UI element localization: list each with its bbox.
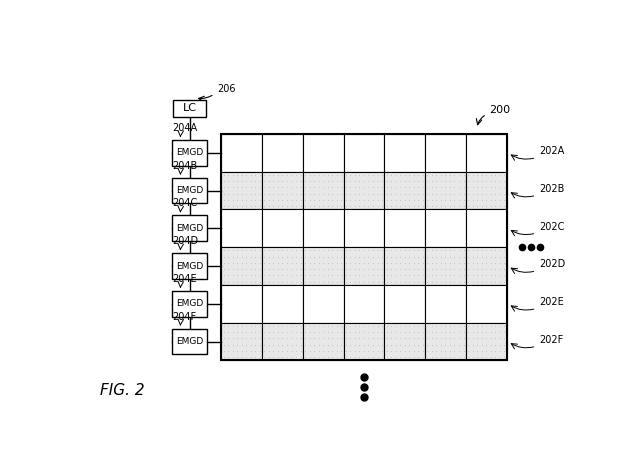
Text: 202F: 202F (539, 335, 563, 345)
Bar (385, 247, 425, 285)
Text: 204D: 204D (172, 236, 198, 246)
Bar (303, 134, 344, 172)
Bar (172, 329, 207, 354)
Bar (262, 209, 303, 247)
Bar (344, 285, 385, 323)
Bar (466, 134, 507, 172)
Bar (385, 209, 425, 247)
Bar (385, 134, 425, 172)
Bar (303, 209, 344, 247)
Bar (466, 172, 507, 209)
Bar (344, 209, 385, 247)
Bar (466, 209, 507, 247)
Bar (221, 134, 262, 172)
Bar (425, 134, 466, 172)
Text: 202C: 202C (539, 221, 564, 232)
Text: EMGD: EMGD (176, 262, 204, 270)
Bar (425, 323, 466, 360)
Bar (425, 209, 466, 247)
Bar (466, 285, 507, 323)
Bar (344, 323, 385, 360)
Bar (344, 247, 385, 285)
Bar (221, 285, 262, 323)
Bar (303, 285, 344, 323)
Bar (221, 247, 262, 285)
Bar (173, 100, 205, 117)
Bar (262, 134, 303, 172)
Text: 204B: 204B (172, 161, 197, 171)
Bar (221, 323, 262, 360)
Text: 202D: 202D (539, 259, 565, 269)
Text: 204E: 204E (172, 274, 196, 284)
Bar (172, 178, 207, 203)
Bar (172, 215, 207, 241)
Bar (425, 247, 466, 285)
Text: EMGD: EMGD (176, 224, 204, 233)
Bar (172, 291, 207, 317)
Text: LC: LC (182, 103, 196, 113)
Text: EMGD: EMGD (176, 299, 204, 308)
Text: EMGD: EMGD (176, 148, 204, 157)
Bar (466, 323, 507, 360)
Text: 200: 200 (489, 105, 510, 115)
Bar (262, 323, 303, 360)
Bar (172, 140, 207, 166)
Bar (303, 247, 344, 285)
Bar (344, 172, 385, 209)
Text: 202E: 202E (539, 297, 564, 307)
Text: 206: 206 (217, 84, 236, 94)
Bar (262, 285, 303, 323)
Text: EMGD: EMGD (176, 337, 204, 346)
Bar (385, 285, 425, 323)
Bar (303, 172, 344, 209)
Text: EMGD: EMGD (176, 186, 204, 195)
Bar (221, 172, 262, 209)
Bar (172, 253, 207, 279)
Bar (425, 285, 466, 323)
Bar (385, 323, 425, 360)
Text: 202B: 202B (539, 184, 564, 194)
Bar (425, 172, 466, 209)
Text: 204C: 204C (172, 198, 197, 208)
Bar (303, 323, 344, 360)
Bar (262, 172, 303, 209)
Bar (344, 134, 385, 172)
Bar (262, 247, 303, 285)
Bar (221, 209, 262, 247)
Text: 204A: 204A (172, 123, 197, 133)
Bar (221, 134, 507, 360)
Text: FIG. 2: FIG. 2 (100, 383, 145, 398)
Text: 202A: 202A (539, 146, 564, 156)
Bar (385, 172, 425, 209)
Text: 204F: 204F (172, 312, 196, 321)
Bar (466, 247, 507, 285)
